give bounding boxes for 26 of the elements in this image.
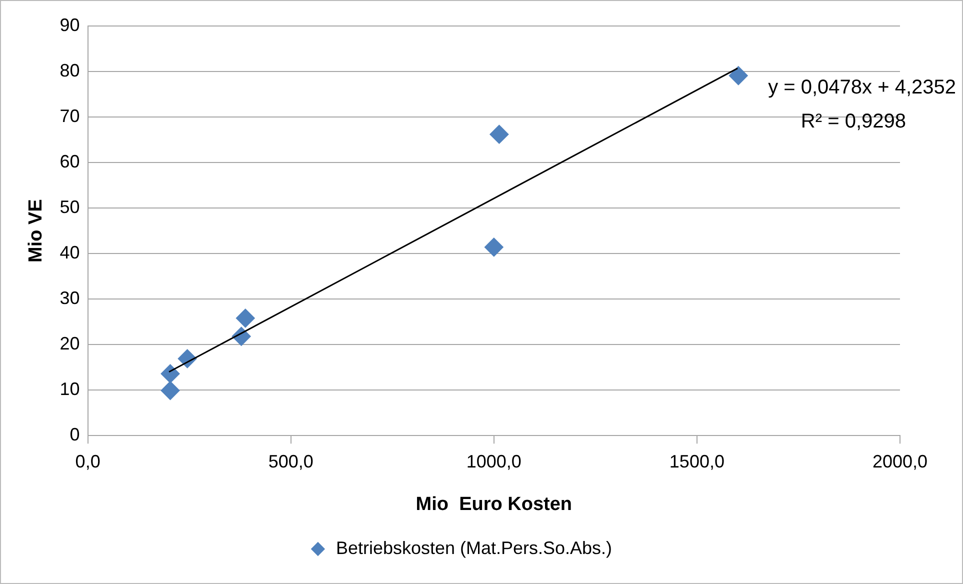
- legend-label: Betriebskosten (Mat.Pers.So.Abs.): [336, 538, 612, 558]
- point: [160, 364, 180, 384]
- y-tick-label: 60: [60, 152, 80, 172]
- x-tick-label: 1500,0: [669, 451, 724, 472]
- y-tick-label: 70: [60, 106, 80, 126]
- y-axis-title: Mio VE: [26, 199, 47, 262]
- point: [160, 381, 180, 400]
- y-tick-label: 10: [60, 379, 80, 400]
- point: [236, 308, 255, 328]
- x-tick-label: 1000,0: [466, 451, 522, 472]
- y-tick-label: 20: [60, 334, 80, 354]
- y-tick-label: 30: [60, 288, 80, 308]
- x-tick-label: 500,0: [268, 451, 314, 472]
- y-tick-label: 40: [60, 242, 80, 263]
- y-tick-label: 50: [60, 197, 80, 218]
- y-tick-label: 90: [60, 14, 80, 35]
- annotation: R² = 0,9298: [800, 110, 906, 133]
- y-tick-label: 0: [70, 424, 80, 445]
- point: [728, 66, 748, 86]
- annotation: y = 0,0478x + 4,2352: [768, 76, 956, 99]
- x-tick-label: 0,0: [75, 451, 100, 472]
- point: [484, 238, 504, 257]
- point: [490, 124, 509, 144]
- y-tick-label: 80: [60, 60, 80, 80]
- x-tick-label: 2000,0: [872, 451, 928, 472]
- x-axis-title: Mio Euro Kosten: [416, 494, 572, 515]
